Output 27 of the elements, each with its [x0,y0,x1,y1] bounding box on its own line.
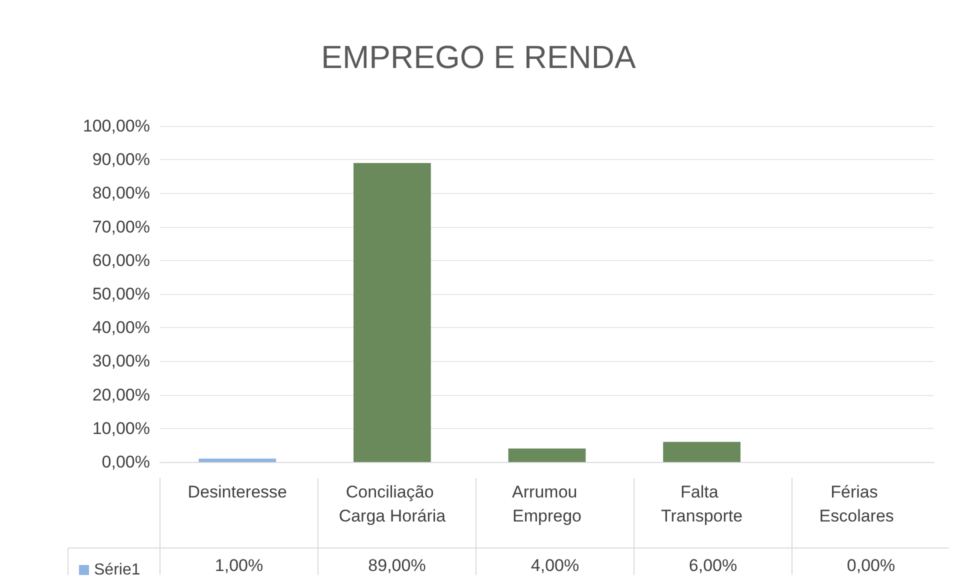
data-label: 1,00% [214,556,264,575]
y-tick-label: 30,00% [92,352,150,371]
bar [198,458,276,462]
data-label: 6,00% [688,556,738,575]
x-tick-label: Férias Escolares [819,482,894,526]
y-tick-label: 80,00% [92,184,150,203]
legend-label: Série1 [94,562,140,578]
y-tick-label: 10,00% [92,418,150,438]
y-tick-label: 0,00% [102,452,150,472]
y-tick-label: 50,00% [92,284,150,304]
bar [354,162,431,462]
x-tick-label: Falta Transporte [661,482,743,526]
data-label: 4,00% [530,556,580,575]
bar [508,448,586,462]
y-tick-label: 40,00% [92,318,150,338]
x-tick-label: Desinteresse [188,482,288,502]
bar [663,442,740,462]
y-tick-label: 20,00% [92,385,150,404]
chart-title: EMPREGO E RENDA [321,39,637,75]
data-label: 89,00% [368,556,426,575]
x-tick-label: Arrumou Emprego [512,482,582,526]
y-tick-label: 100,00% [82,116,150,136]
x-tick-label: Conciliação Carga Horária [338,482,446,526]
y-tick-label: 70,00% [92,217,150,236]
y-tick-label: 60,00% [92,250,150,270]
y-tick-label: 90,00% [92,150,150,170]
data-label: 0,00% [846,556,896,575]
